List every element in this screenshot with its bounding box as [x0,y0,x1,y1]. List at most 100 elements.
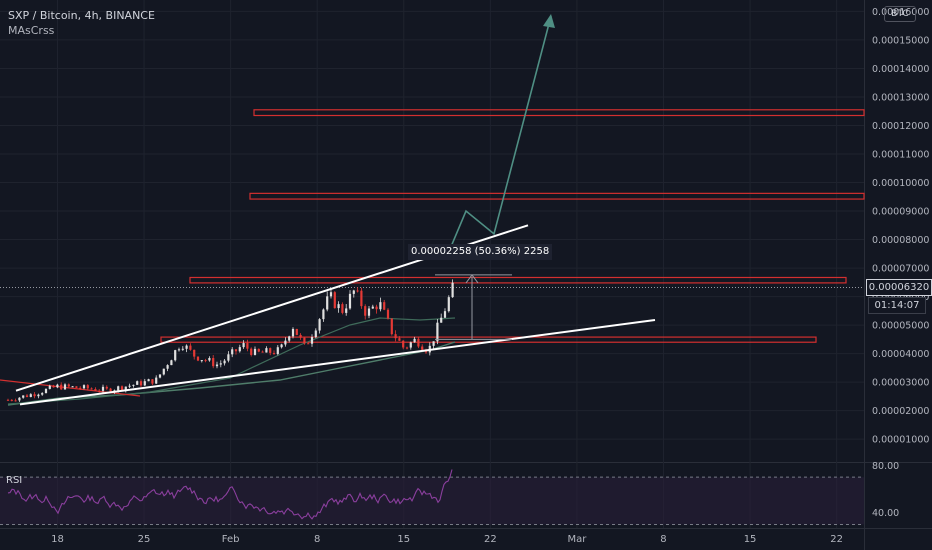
candle-body [208,358,211,361]
candle-body [348,293,352,309]
candle-body [22,395,25,398]
candle-body [117,386,120,391]
candle-body [63,384,67,390]
y-tick-label: 0.00010000 [872,178,929,189]
candle-body [265,348,268,353]
candle-body [257,348,260,352]
ma-fast-line [7,317,456,405]
candle-body [109,388,112,393]
y-tick-label: 0.00016000 [872,7,929,18]
candle-body [44,388,48,394]
rsi-band [0,477,864,525]
candle-body [314,330,317,338]
candle-body [193,349,196,357]
x-tick-label: 15 [744,534,757,545]
currency-button[interactable]: BTC [884,6,916,22]
candle-body [402,340,405,348]
candle-body [333,292,336,309]
candle-body [318,319,321,331]
candle-body [185,345,188,349]
candle-body [284,340,287,345]
candle-body [443,311,447,318]
y-tick-label: 0.00008000 [872,235,929,246]
candle-body [409,342,412,348]
candle-body [432,341,435,346]
candle-body [371,306,374,309]
x-tick-label: 22 [830,534,843,545]
candle-body [322,309,325,320]
candle-body [90,388,93,390]
candle-body [227,354,230,361]
y-tick-label: 0.00001000 [872,435,929,446]
candle-body [447,297,450,312]
candle-body [120,386,124,391]
candle-body [25,395,29,397]
candle-body [390,318,393,335]
candle-body [303,337,306,344]
candle-body [219,363,222,365]
candle-body [67,384,70,387]
candle-body [101,386,105,391]
candle-body [10,399,13,401]
candle-body [189,345,192,350]
y-tick-label: 0.00011000 [872,150,929,161]
x-tick-label: 22 [484,534,497,545]
candle-body [451,282,454,298]
candle-body [310,337,314,344]
x-tick-label: Feb [222,534,240,545]
candle-body [151,379,154,384]
candle-body [105,386,108,389]
projection-path [447,15,552,255]
indicator-label[interactable]: MAsCrss [8,24,55,37]
candle-body [231,349,234,355]
measure-label: 0.00002258 (50.36%) 2258 [408,244,553,260]
x-tick-label: 18 [51,534,64,545]
candle-body [6,399,10,401]
candle-body [379,302,382,310]
candle-body [33,394,36,397]
candle-body [440,317,443,323]
last-price-badge: 0.00006320 [866,279,932,297]
rsi-label[interactable]: RSI [6,475,23,486]
symbol-title[interactable]: SXP / Bitcoin, 4h, BINANCE [8,9,155,22]
candle-body [394,334,397,339]
candle-body [250,348,253,355]
candle-body [398,338,401,341]
y-tick-label: 0.00003000 [872,378,929,389]
chart-legend[interactable]: SXP / Bitcoin, 4h, BINANCE MAsCrss [8,8,155,38]
candle-body [136,381,139,385]
sr-zone [189,276,847,284]
candle-body [181,348,184,350]
lower-trendline [19,318,656,406]
candle-body [307,343,310,345]
y-tick-label: 0.00013000 [872,92,929,103]
countdown-badge: 01:14:07 [868,297,926,315]
candle-body [170,360,173,366]
candle-body [356,290,359,292]
x-tick-label: 8 [660,534,666,545]
candle-body [337,304,340,309]
sr-zone [249,192,865,200]
y-tick-label: 0.00012000 [872,121,929,132]
candle-body [261,351,264,353]
candle-body [166,365,169,369]
y-tick-label: 0.00009000 [872,207,929,218]
candle-body [82,385,86,389]
candle-body [18,397,21,401]
red-trend-fragment [0,379,141,397]
y-tick-label: 0.00005000 [872,321,929,332]
y-tick-label: 0.00004000 [872,349,929,360]
candle-body [158,374,162,378]
x-tick-label: 25 [138,534,151,545]
candle-body [200,360,203,362]
candle-body [174,350,177,361]
candle-body [421,346,424,350]
candle-body [215,364,219,367]
y-tick-label: 0.00015000 [872,35,929,46]
candle-body [143,381,146,386]
candle-body [147,379,150,382]
rsi-line [7,469,453,520]
candle-body [276,347,279,354]
